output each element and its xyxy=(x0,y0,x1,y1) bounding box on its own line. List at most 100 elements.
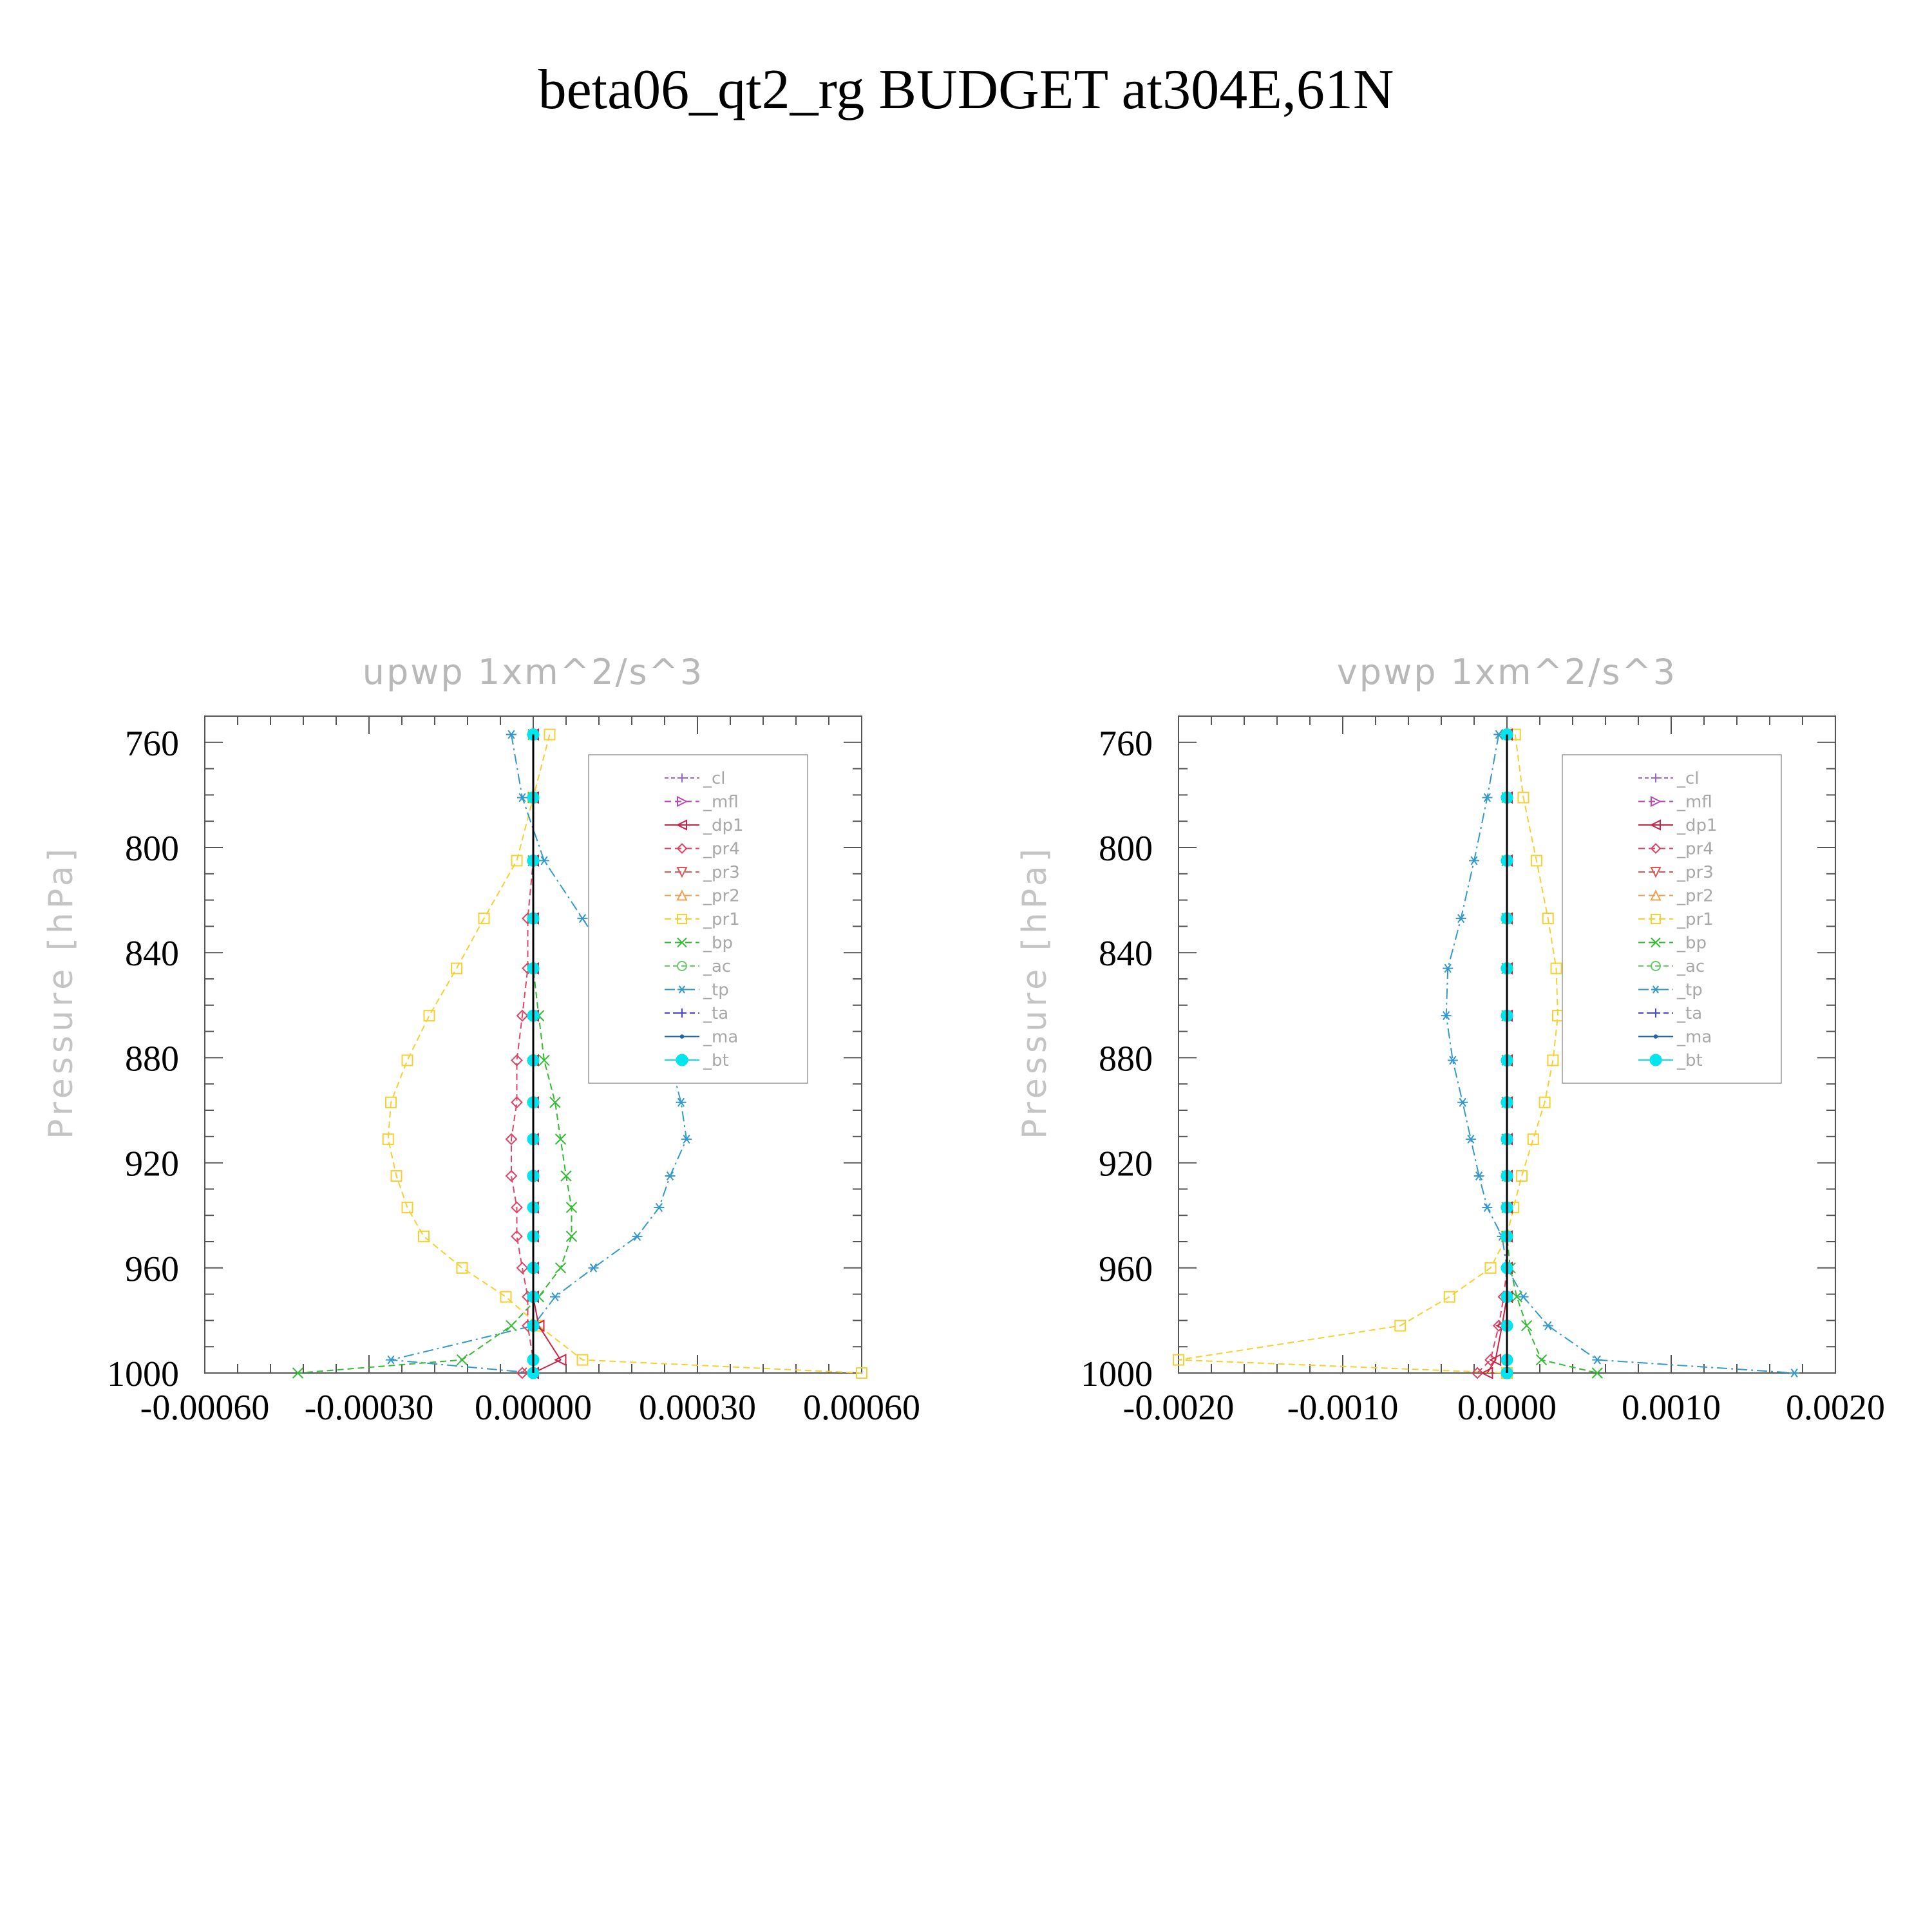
point-pr4 xyxy=(516,1367,529,1379)
point-bp xyxy=(554,1133,567,1145)
point-pr4 xyxy=(511,1230,523,1243)
point-pr1 xyxy=(390,1170,402,1182)
point-tp xyxy=(1473,1171,1484,1180)
legend-label: _ma xyxy=(1676,1028,1712,1047)
legend-label: _pr3 xyxy=(703,863,740,882)
legend-label: _bp xyxy=(703,934,733,953)
point-tp xyxy=(1457,1097,1468,1107)
legend-marker xyxy=(676,889,688,901)
point-tp xyxy=(681,1134,692,1144)
point-pr1 xyxy=(478,913,490,925)
legend-label: _dp1 xyxy=(703,816,744,835)
point-pr1 xyxy=(401,1054,413,1066)
point-tp xyxy=(1455,914,1466,923)
legend-marker xyxy=(676,843,688,854)
series-line-pr4 xyxy=(511,734,535,1374)
legend-label: _cl xyxy=(703,769,726,788)
series-line-pr1 xyxy=(387,734,862,1374)
legend-marker xyxy=(1653,1034,1658,1039)
point-bp xyxy=(1520,1320,1533,1332)
point-tp xyxy=(1542,1321,1553,1331)
point-bp xyxy=(565,1202,578,1213)
legend-marker xyxy=(1651,937,1661,948)
legend-marker xyxy=(676,867,688,878)
point-pr1 xyxy=(1547,1054,1559,1066)
x-tick-label: -0.00060 xyxy=(140,1388,270,1428)
point-pr1 xyxy=(1173,1354,1184,1366)
panel-title: upwp 1xm^2/s^3 xyxy=(363,652,705,692)
point-tp xyxy=(1465,1134,1476,1144)
point-tp xyxy=(506,730,516,739)
legend-marker xyxy=(677,937,687,948)
y-tick-label: 800 xyxy=(125,829,179,869)
point-pr1 xyxy=(423,1010,435,1022)
y-tick-label: 880 xyxy=(1099,1039,1153,1079)
point-pr1 xyxy=(1484,1262,1497,1274)
point-pr1 xyxy=(451,962,462,974)
point-pr1 xyxy=(1530,855,1542,867)
point-bp xyxy=(456,1354,468,1366)
point-pr4 xyxy=(516,1009,529,1022)
point-pr4 xyxy=(505,1133,518,1146)
x-tick-label: 0.0010 xyxy=(1622,1388,1721,1428)
point-bp xyxy=(1591,1367,1603,1379)
point-bp xyxy=(549,1097,561,1108)
legend-label: _pr4 xyxy=(1676,840,1714,859)
series-line-pr4 xyxy=(1477,734,1508,1374)
legend-label: _bt xyxy=(703,1051,729,1070)
point-tp xyxy=(1447,1056,1458,1065)
legend-marker xyxy=(1650,867,1662,878)
point-pr1 xyxy=(418,1230,430,1242)
figure-title: beta06_qt2_rg BUDGET at304E,61N xyxy=(538,59,1394,121)
point-bp xyxy=(506,1320,517,1332)
point-tp xyxy=(1482,1202,1493,1212)
x-tick-label: -0.0010 xyxy=(1287,1388,1399,1428)
legend-label: _bp xyxy=(1676,934,1707,953)
series-line-bp xyxy=(298,734,573,1374)
point-tp xyxy=(1592,1355,1603,1365)
point-pr4 xyxy=(516,1262,529,1274)
point-pr4 xyxy=(505,1170,518,1182)
legend-label: _bt xyxy=(1676,1051,1703,1070)
legend-label: _ac xyxy=(703,957,731,976)
point-pr1 xyxy=(1542,913,1554,925)
legend-marker xyxy=(676,1054,688,1066)
legend-marker xyxy=(1651,795,1662,808)
point-tp xyxy=(1443,963,1454,973)
point-pr1 xyxy=(1527,1133,1539,1145)
legend-label: _mfl xyxy=(703,793,739,812)
point-pr1 xyxy=(544,728,556,741)
x-tick-label: -0.0020 xyxy=(1123,1388,1235,1428)
point-tp xyxy=(665,1171,676,1180)
y-tick-label: 800 xyxy=(1099,829,1153,869)
point-pr1 xyxy=(511,855,523,867)
point-tp xyxy=(632,1231,643,1241)
point-pr1 xyxy=(576,1354,589,1366)
y-tick-label: 760 xyxy=(1099,724,1153,764)
legend-marker xyxy=(1651,1009,1660,1018)
legend-label: _pr1 xyxy=(1676,910,1714,929)
point-bp xyxy=(560,1170,572,1182)
y-tick-label: 920 xyxy=(125,1144,179,1184)
y-tick-label: 840 xyxy=(125,934,179,974)
y-tick-label: 760 xyxy=(125,724,179,764)
x-tick-label: 0.00060 xyxy=(803,1388,920,1428)
legend-label: _ac xyxy=(1676,957,1705,976)
point-bp xyxy=(292,1367,304,1379)
legend-label: _cl xyxy=(1676,769,1700,788)
x-tick-label: -0.00030 xyxy=(305,1388,434,1428)
point-pr1 xyxy=(1517,791,1530,804)
point-tp xyxy=(676,1097,687,1107)
legend-label: _pr2 xyxy=(703,887,740,906)
legend-label: _tp xyxy=(703,981,729,1000)
panel-title: vpwp 1xm^2/s^3 xyxy=(1337,652,1677,692)
point-bp xyxy=(1535,1354,1548,1366)
point-pr1 xyxy=(500,1291,512,1303)
series-line-dp1 xyxy=(533,734,562,1374)
legend-label: _pr1 xyxy=(703,910,740,929)
legend-marker xyxy=(1650,889,1662,901)
y-tick-label: 960 xyxy=(125,1249,179,1289)
legend-marker xyxy=(676,819,687,831)
point-pr1 xyxy=(456,1262,468,1274)
point-bp xyxy=(554,1262,567,1274)
